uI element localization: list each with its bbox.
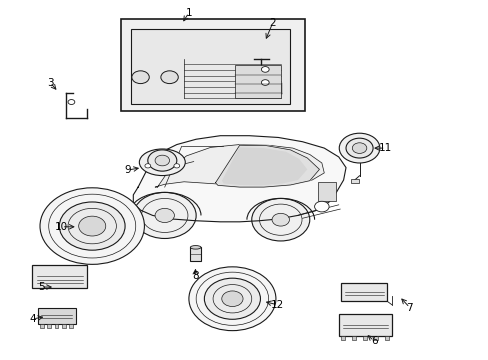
Circle shape [314,201,328,212]
Circle shape [174,164,180,168]
Bar [341,336,345,340]
Text: 10: 10 [55,222,68,232]
Bar [373,336,377,340]
Bar [384,336,388,340]
Circle shape [132,71,149,84]
Text: 1: 1 [185,8,192,18]
Bar [38,307,76,324]
Polygon shape [215,145,319,187]
Text: 7: 7 [406,303,412,312]
Polygon shape [223,148,306,185]
Circle shape [339,133,379,163]
Bar [131,30,290,104]
Circle shape [251,198,309,241]
Circle shape [346,138,372,158]
Bar [338,314,391,336]
Circle shape [68,100,75,104]
Polygon shape [155,145,324,187]
Bar [190,247,201,261]
Circle shape [133,192,196,238]
Ellipse shape [190,246,201,249]
Circle shape [40,188,144,264]
Text: 11: 11 [378,143,391,153]
Circle shape [59,202,125,250]
Circle shape [147,150,177,171]
Text: 12: 12 [270,300,284,310]
Circle shape [155,208,174,222]
Ellipse shape [139,149,185,176]
Circle shape [144,164,150,168]
Bar [69,324,73,328]
Circle shape [79,216,105,236]
Circle shape [188,267,275,330]
Text: 6: 6 [370,336,377,346]
Circle shape [351,143,366,153]
Bar [341,283,386,301]
Polygon shape [133,136,346,222]
Circle shape [161,71,178,84]
Bar [350,179,358,183]
Bar [54,324,58,328]
Text: 5: 5 [38,282,45,292]
Circle shape [261,80,268,85]
Circle shape [222,291,243,306]
Bar [40,324,44,328]
Text: 8: 8 [191,271,198,282]
Bar [121,19,305,111]
Bar [351,336,355,340]
Circle shape [204,278,260,319]
Bar [32,265,87,288]
Text: 3: 3 [47,77,53,87]
Bar [234,65,280,99]
Text: 2: 2 [269,18,275,28]
Bar [317,182,336,201]
Bar [362,336,366,340]
Circle shape [271,213,289,226]
Circle shape [155,155,169,166]
Text: 4: 4 [29,314,36,324]
Bar [47,324,51,328]
Bar [61,324,65,328]
Circle shape [261,67,268,72]
Text: 9: 9 [124,165,131,175]
